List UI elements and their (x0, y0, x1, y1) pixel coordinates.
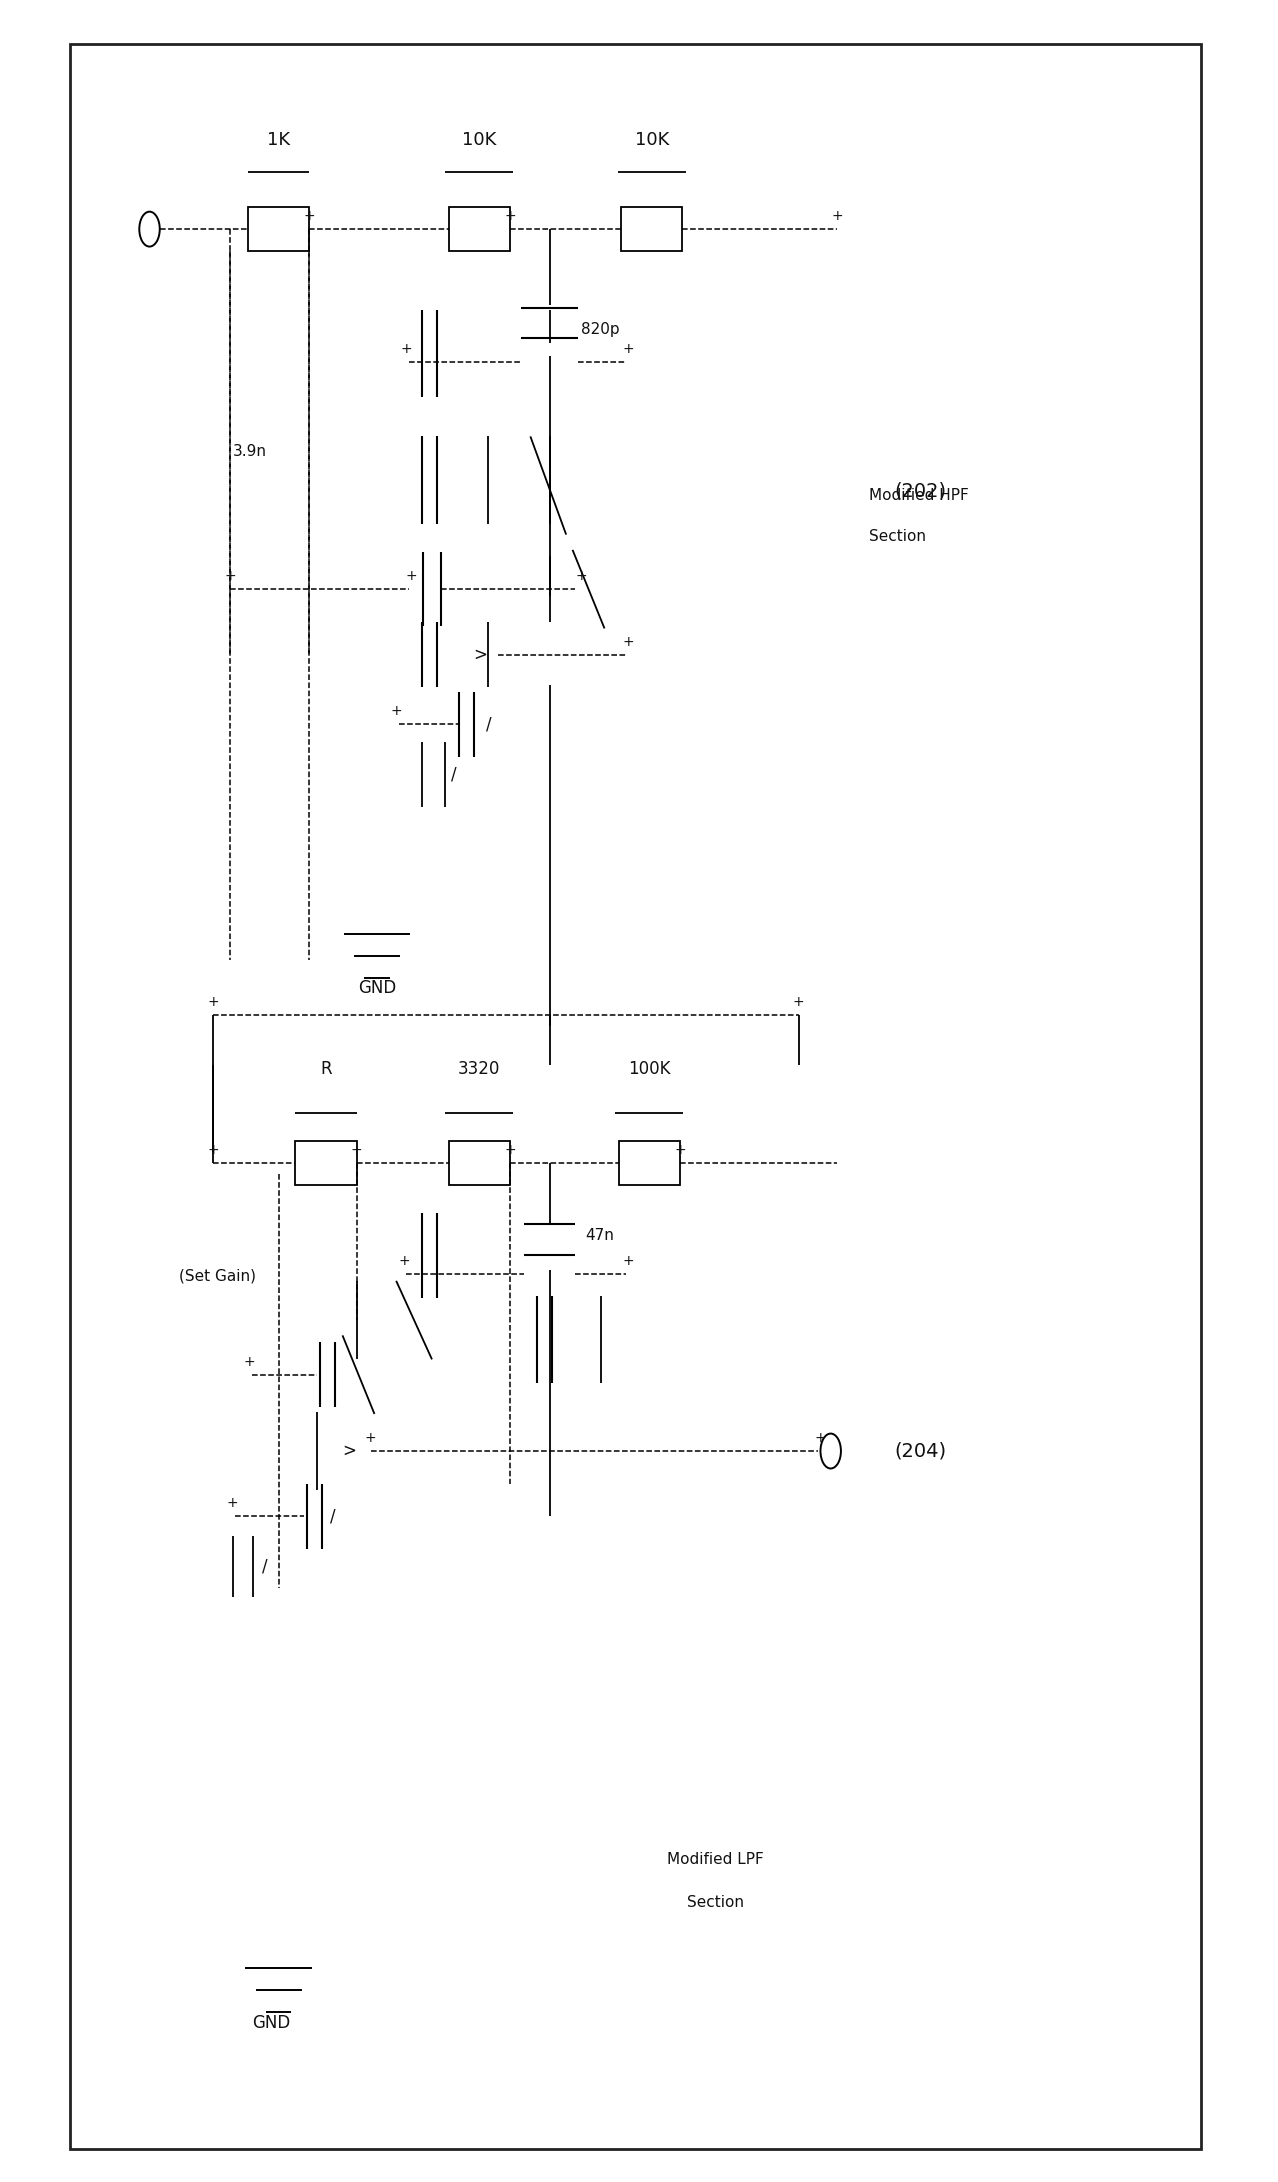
Text: 47n: 47n (585, 1228, 615, 1242)
Text: 1K: 1K (267, 131, 290, 148)
Text: /: / (451, 766, 456, 783)
Text: Modified LPF: Modified LPF (667, 1853, 764, 1866)
Text: /: / (262, 1558, 267, 1575)
Bar (449, 207, 510, 251)
Text: +: + (207, 1143, 220, 1156)
Text: +: + (390, 705, 403, 718)
Text: 3320: 3320 (458, 1060, 501, 1078)
Text: >: > (473, 646, 487, 663)
Text: +: + (364, 1431, 377, 1444)
Text: Modified HPF: Modified HPF (869, 489, 969, 502)
Text: +: + (814, 1431, 827, 1444)
Text: +: + (405, 570, 418, 583)
Text: /: / (330, 1508, 335, 1525)
Text: (Set Gain): (Set Gain) (179, 1270, 256, 1283)
Text: >: > (343, 1442, 357, 1460)
Bar (449, 1141, 510, 1185)
Text: R: R (320, 1060, 332, 1078)
Text: +: + (226, 1497, 239, 1510)
Text: Section: Section (688, 1896, 744, 1909)
Text: +: + (622, 343, 635, 356)
Text: +: + (674, 1143, 686, 1156)
Text: (202): (202) (895, 482, 946, 500)
Text: +: + (831, 209, 843, 223)
Text: +: + (504, 209, 516, 223)
FancyBboxPatch shape (70, 44, 1201, 2149)
Bar (248, 207, 309, 251)
Text: 100K: 100K (627, 1060, 671, 1078)
Text: +: + (303, 209, 316, 223)
Text: +: + (575, 570, 588, 583)
Text: GND: GND (358, 980, 396, 997)
Text: +: + (224, 570, 236, 583)
Bar (621, 207, 682, 251)
Text: /: / (486, 716, 491, 733)
Text: +: + (207, 995, 220, 1008)
Text: GND: GND (252, 2014, 290, 2031)
Text: +: + (350, 1143, 363, 1156)
Text: +: + (792, 995, 805, 1008)
Text: 3.9n: 3.9n (233, 445, 267, 458)
Text: +: + (504, 1143, 516, 1156)
Text: +: + (400, 343, 413, 356)
Text: 10K: 10K (463, 131, 496, 148)
Text: +: + (622, 1255, 635, 1268)
Text: Section: Section (869, 530, 927, 543)
Text: +: + (243, 1355, 256, 1368)
Text: +: + (397, 1255, 410, 1268)
Text: 820p: 820p (581, 323, 620, 336)
Text: 10K: 10K (635, 131, 668, 148)
Bar (295, 1141, 357, 1185)
Text: +: + (622, 635, 635, 648)
Text: (204): (204) (895, 1442, 946, 1460)
Bar (619, 1141, 680, 1185)
